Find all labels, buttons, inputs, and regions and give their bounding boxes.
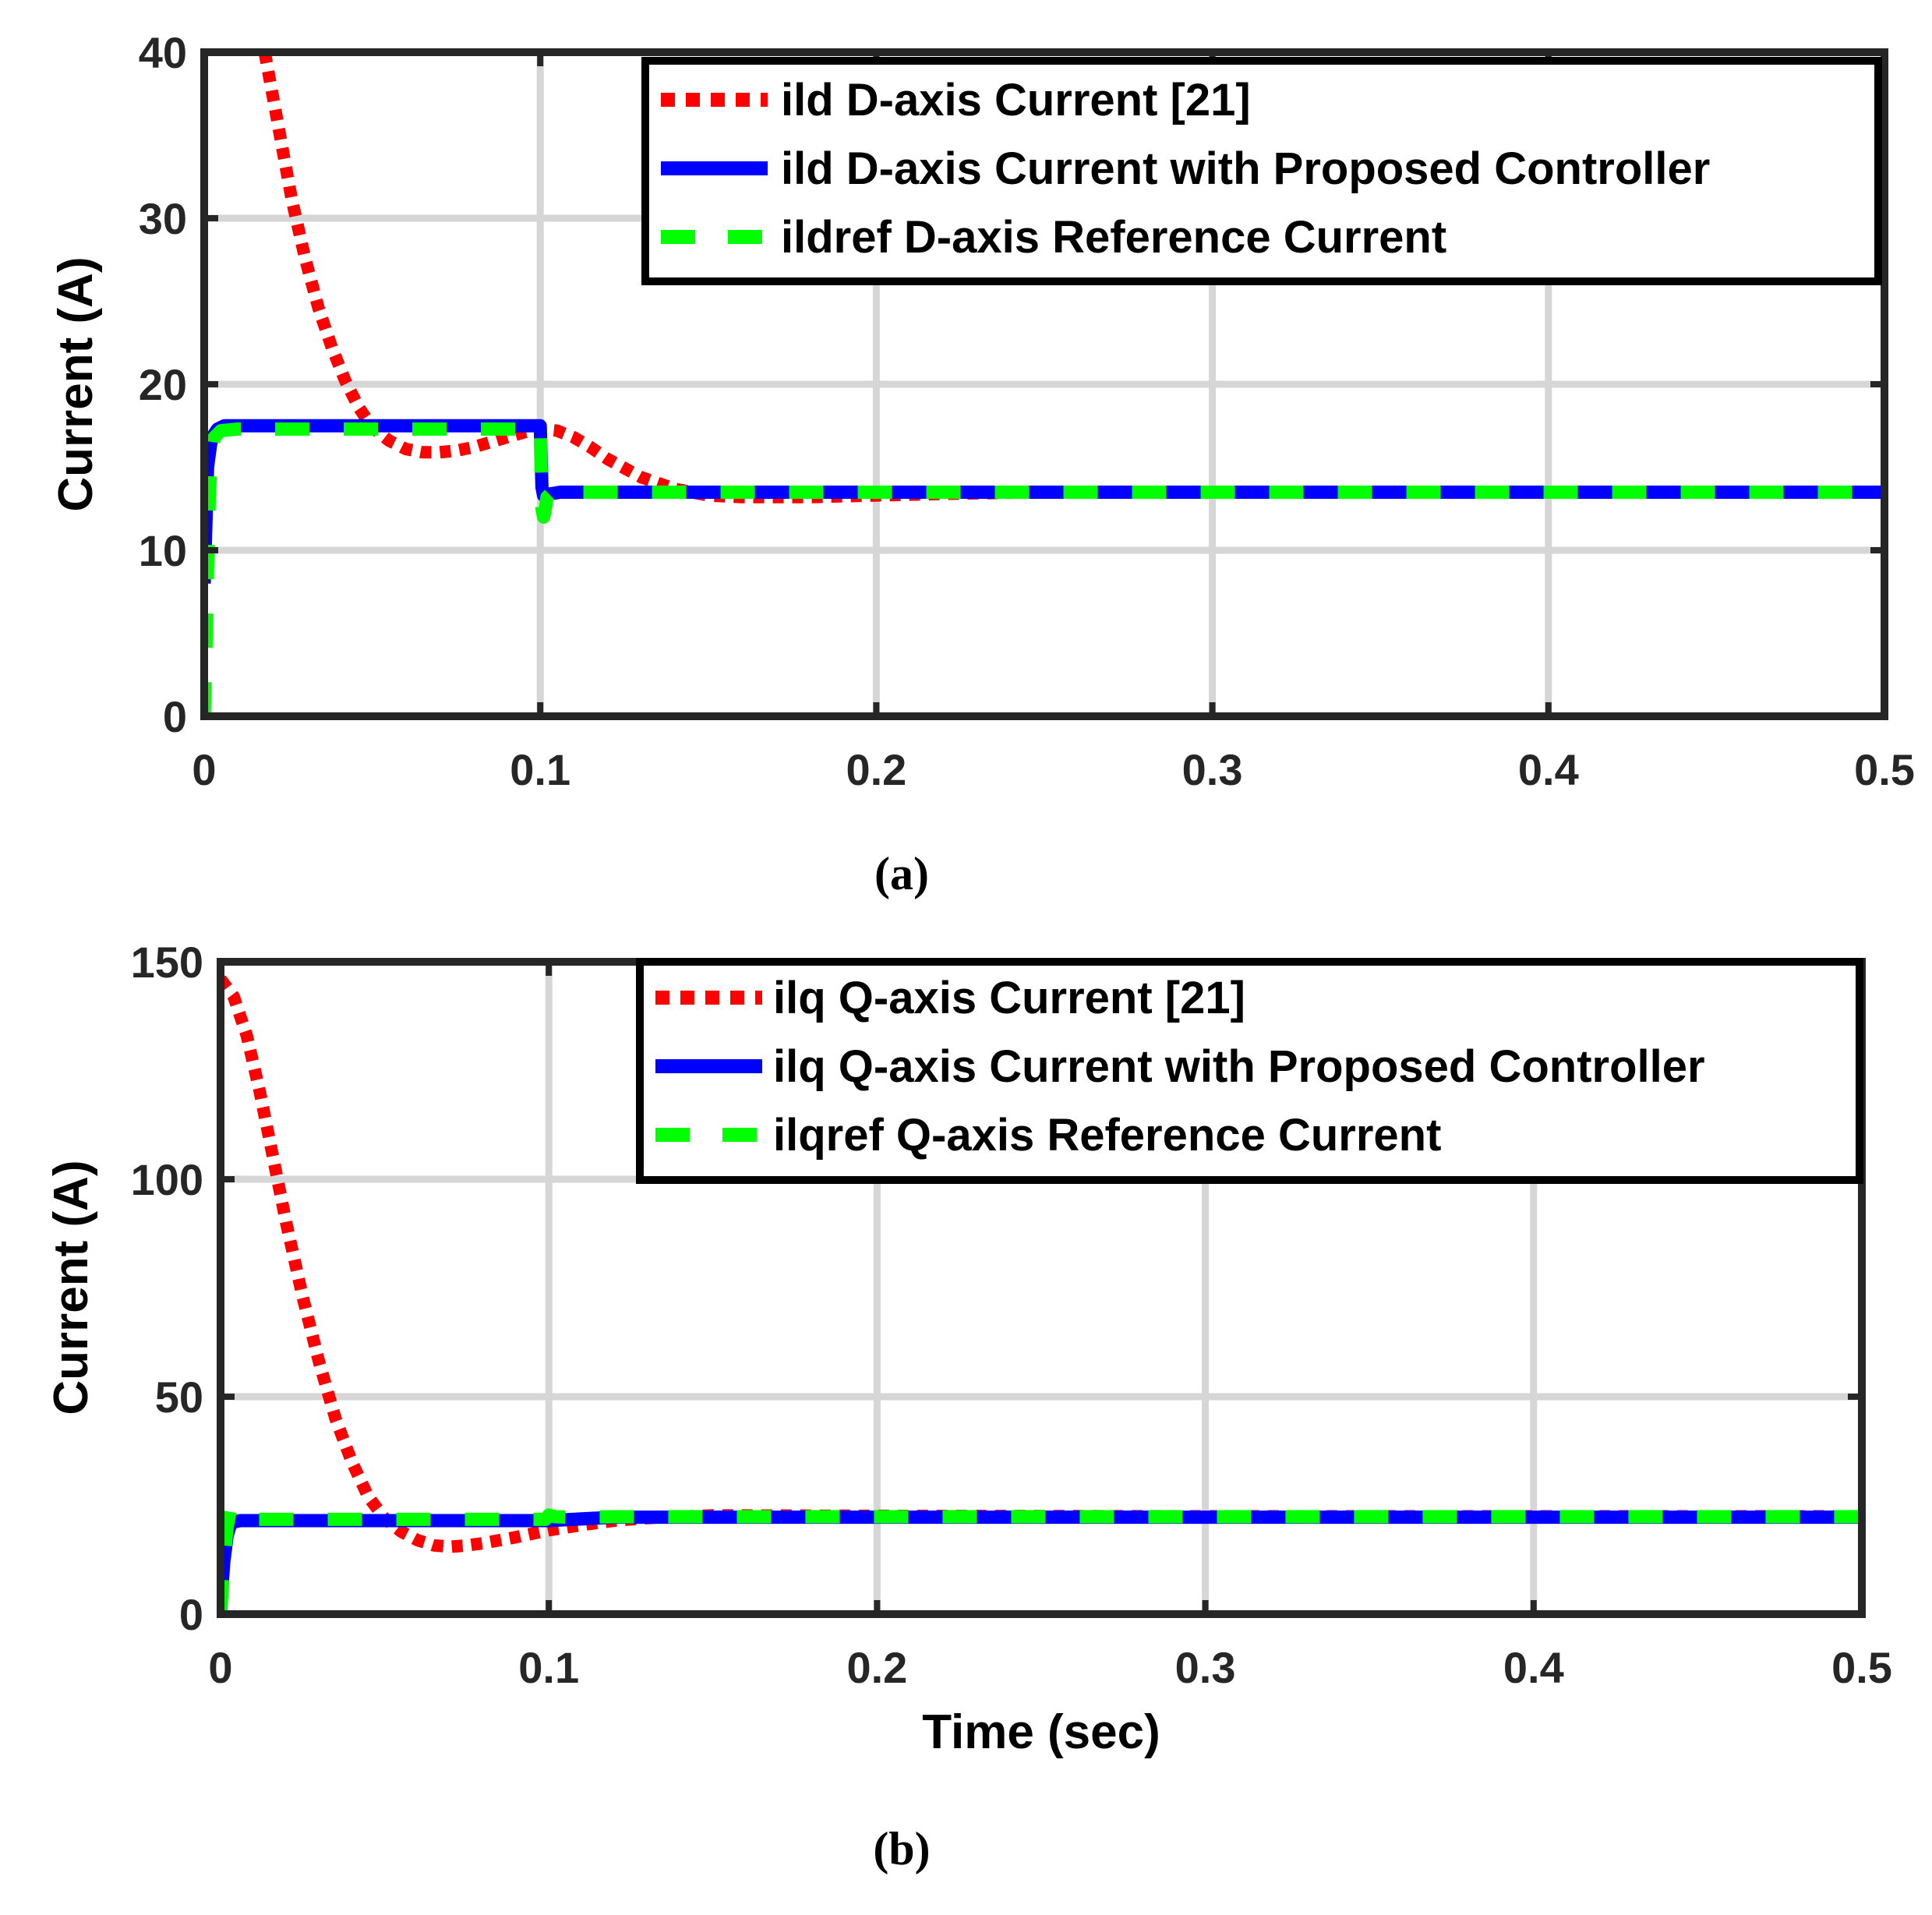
legend-panel-a: ild D-axis Current [21] ild D-axis Curren… <box>641 57 1882 285</box>
caption-panel-a: (a) <box>874 848 929 899</box>
legend-label: ilq Q-axis Current with Proposed Control… <box>773 1041 1705 1092</box>
series-line-dashed-panel-b <box>221 1503 1862 1614</box>
legend-label: ilq Q-axis Current [21] <box>773 973 1245 1023</box>
series-line-solid-panel-b <box>221 1510 1862 1606</box>
x-tick-label: 0.5 <box>1831 1643 1892 1692</box>
x-tick-label: 0.4 <box>1503 1643 1564 1692</box>
y-axis-label-panel-b: Current (A) <box>44 1160 98 1415</box>
y-tick-label: 10 <box>139 526 187 575</box>
x-tick-label: 0.3 <box>1175 1643 1236 1692</box>
y-tick-label: 0 <box>179 1590 203 1639</box>
x-tick-label: 0.4 <box>1518 745 1579 794</box>
x-tick-label: 0.2 <box>846 1643 907 1692</box>
legend-label: ildref D-axis Reference Current <box>781 212 1446 263</box>
ticks-panel-b: 0 0.1 0.2 0.3 0.4 0.5 0 50 100 150 <box>131 938 1892 1692</box>
x-tick-label: 0 <box>192 745 216 794</box>
chart-panel-a: 0 0.1 0.2 0.3 0.4 0.5 0 10 20 30 40 Current (A) il… <box>49 28 1915 899</box>
caption-panel-b: (b) <box>873 1823 930 1874</box>
y-tick-label: 40 <box>139 28 187 77</box>
x-tick-label: 0 <box>208 1643 232 1692</box>
y-tick-label: 150 <box>131 938 203 987</box>
y-tick-label: 100 <box>131 1155 203 1204</box>
chart-panel-b: 0 0.1 0.2 0.3 0.4 0.5 0 50 100 150 Current (A) Ti… <box>44 938 1892 1874</box>
y-tick-label: 20 <box>139 360 187 409</box>
ticks-panel-a: 0 0.1 0.2 0.3 0.4 0.5 0 10 20 30 40 <box>139 28 1915 794</box>
legend-box-panel-a <box>641 57 1882 285</box>
series-line-dotted-panel-b <box>221 975 1862 1553</box>
series-line-solid-panel-a <box>204 419 1884 584</box>
x-axis-label-panel-b: Time (sec) <box>922 1705 1160 1759</box>
x-tick-label: 0.5 <box>1854 745 1915 794</box>
y-axis-label-panel-a: Current (A) <box>49 256 103 511</box>
series-line-dashed-panel-a <box>204 422 1884 716</box>
series-line-dotted-panel-a <box>258 52 1884 503</box>
x-tick-label: 0.2 <box>846 745 906 794</box>
x-tick-label: 0.1 <box>510 745 570 794</box>
legend-label: ilqref Q-axis Reference Current <box>773 1110 1441 1161</box>
legend-box-panel-b <box>636 958 1863 1184</box>
y-tick-label: 50 <box>155 1373 203 1422</box>
series-panel-b <box>221 975 1862 1614</box>
legend-label: ild D-axis Current [21] <box>781 75 1251 125</box>
legend-label: ild D-axis Current with Proposed Control… <box>781 143 1710 194</box>
x-tick-label: 0.1 <box>518 1643 579 1692</box>
series-panel-a <box>204 52 1884 716</box>
y-tick-label: 0 <box>163 692 187 741</box>
y-tick-label: 30 <box>139 194 187 243</box>
x-tick-label: 0.3 <box>1182 745 1243 794</box>
legend-panel-b: ilq Q-axis Current [21] ilq Q-axis Curren… <box>636 958 1863 1184</box>
